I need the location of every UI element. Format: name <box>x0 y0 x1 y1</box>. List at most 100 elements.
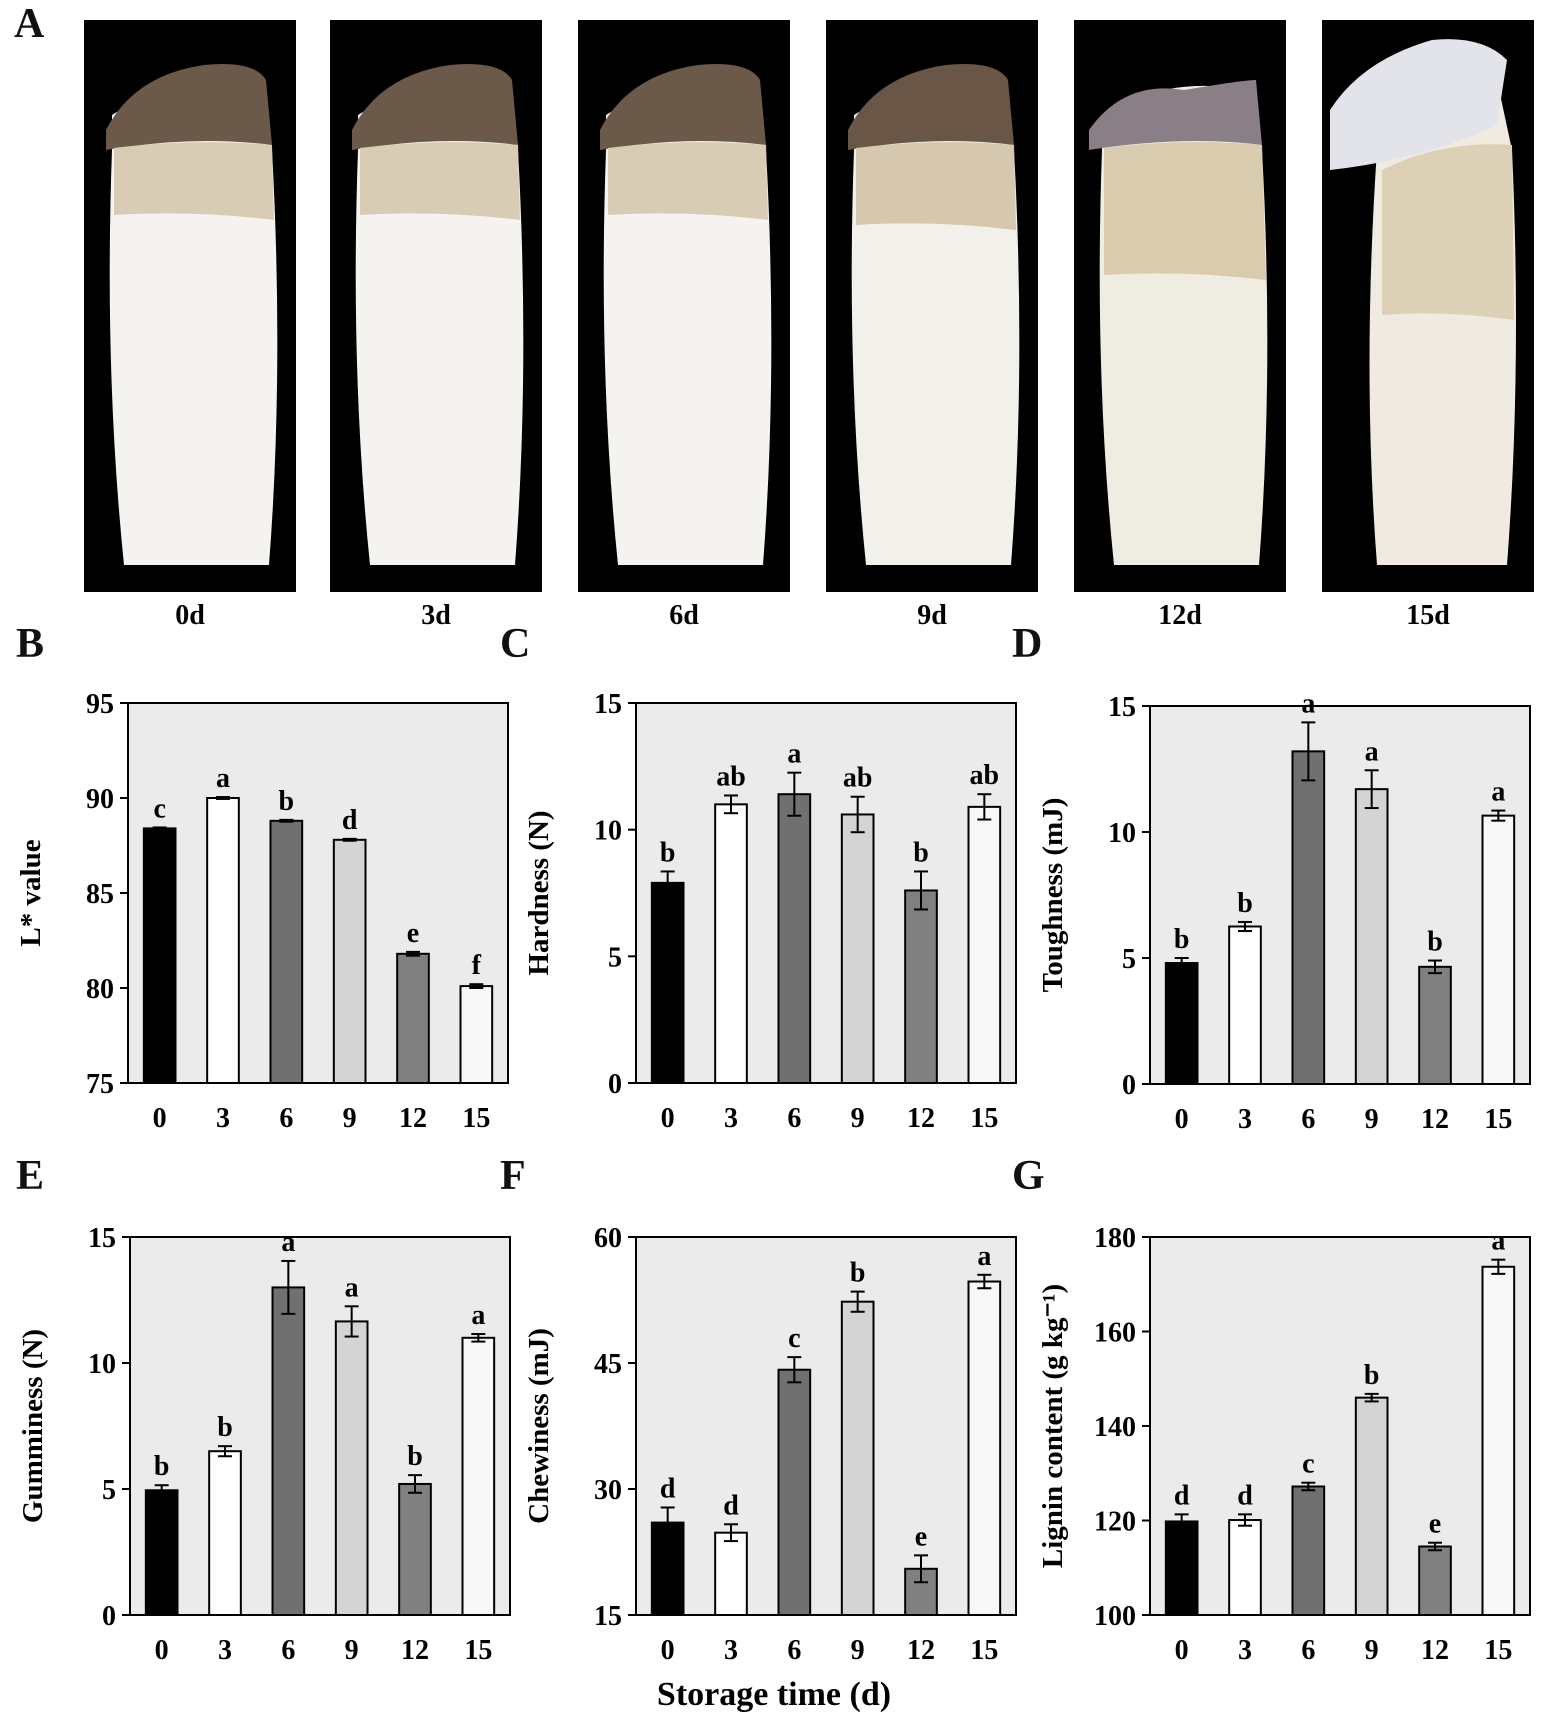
bar <box>714 1531 748 1617</box>
plot-area-g <box>1149 1236 1531 1616</box>
panel-letter-g: G <box>1012 1153 1045 1199</box>
photo-label-0d: 0d <box>175 600 205 631</box>
significance-letter: b <box>1237 888 1253 919</box>
bar <box>1354 1396 1389 1617</box>
x-tick-label: 12 <box>907 1103 935 1134</box>
bar <box>904 889 938 1085</box>
x-tick-label: 3 <box>216 1103 230 1134</box>
bar <box>208 1450 242 1616</box>
significance-letter: d <box>1174 1480 1190 1511</box>
bar <box>967 805 1002 1084</box>
significance-letter: e <box>407 918 419 949</box>
x-tick-label: 3 <box>724 1103 738 1134</box>
x-tick-label: 6 <box>787 1635 801 1666</box>
x-tick-label: 12 <box>399 1103 427 1134</box>
plot-area-c <box>635 702 1017 1084</box>
significance-letter: c <box>153 793 165 824</box>
significance-letter: d <box>660 1473 676 1504</box>
y-tick-label: 160 <box>1094 1318 1136 1349</box>
bar <box>777 793 812 1084</box>
x-tick-label: 0 <box>153 1103 167 1134</box>
significance-letter: a <box>216 763 230 794</box>
significance-letter: e <box>915 1521 927 1552</box>
y-tick-label: 75 <box>86 1069 114 1100</box>
bar <box>1418 965 1452 1086</box>
y-tick-label: 15 <box>594 1601 622 1632</box>
significance-letter: a <box>1491 1226 1505 1257</box>
y-tick-label: 95 <box>86 689 114 720</box>
x-tick-label: 9 <box>345 1635 359 1666</box>
x-tick-label: 0 <box>661 1103 675 1134</box>
x-tick-label: 0 <box>1175 1104 1189 1135</box>
x-tick-label: 6 <box>1301 1104 1315 1135</box>
significance-letter: b <box>407 1441 423 1472</box>
y-axis-label-g: Lignin content (g kg⁻¹) <box>1037 1284 1069 1568</box>
x-tick-label: 15 <box>464 1635 492 1666</box>
bar <box>650 881 685 1084</box>
panel-letter-c: C <box>500 621 531 667</box>
bar <box>334 1320 369 1617</box>
significance-letter: a <box>471 1300 485 1331</box>
mushroom-photo-0d <box>84 20 296 592</box>
mushroom-image <box>352 64 524 565</box>
x-tick-label: 3 <box>1238 1104 1252 1135</box>
y-axis-label-c: Hardness (N) <box>523 810 555 975</box>
bar <box>840 813 875 1084</box>
x-tick-label: 0 <box>155 1635 169 1666</box>
x-tick-label: 12 <box>907 1635 935 1666</box>
photo-label-3d: 3d <box>421 600 451 631</box>
x-tick-label: 3 <box>724 1635 738 1666</box>
significance-letter: a <box>1301 688 1315 719</box>
x-tick-label: 6 <box>787 1103 801 1134</box>
mushroom-photo-9d <box>826 20 1038 592</box>
bar <box>714 803 748 1084</box>
x-tick-label: 0 <box>1175 1635 1189 1666</box>
significance-letter: b <box>154 1451 170 1482</box>
significance-letter: c <box>788 1323 800 1354</box>
plot-area-e <box>129 1236 511 1616</box>
panel-letter-b: B <box>16 621 45 667</box>
x-tick-label: 6 <box>281 1635 295 1666</box>
bar <box>777 1368 812 1616</box>
y-tick-label: 100 <box>1094 1601 1136 1632</box>
significance-letter: ab <box>970 760 1000 791</box>
panel-letter-d: D <box>1012 621 1043 667</box>
bar <box>144 1489 179 1617</box>
x-tick-label: 6 <box>279 1103 293 1134</box>
panel-letter-f: F <box>500 1153 526 1199</box>
y-tick-label: 15 <box>594 689 622 720</box>
bar <box>1418 1545 1452 1617</box>
significance-letter: d <box>723 1490 739 1521</box>
mushroom-photo-6d <box>578 20 790 592</box>
y-tick-label: 80 <box>86 974 114 1005</box>
bar <box>1228 1519 1262 1616</box>
y-tick-label: 0 <box>102 1601 116 1632</box>
y-tick-label: 45 <box>594 1349 622 1380</box>
panel-letter-a: A <box>14 1 45 47</box>
panel-letter-e: E <box>16 1153 45 1199</box>
bar <box>1164 1520 1199 1616</box>
bar <box>332 838 367 1084</box>
significance-letter: a <box>1365 736 1379 767</box>
y-tick-label: 10 <box>594 816 622 847</box>
x-tick-label: 6 <box>1301 1635 1315 1666</box>
significance-letter: ab <box>843 763 873 794</box>
x-tick-label: 15 <box>462 1103 490 1134</box>
photo-label-6d: 6d <box>669 600 699 631</box>
y-tick-label: 120 <box>1094 1507 1136 1538</box>
x-tick-label: 12 <box>1421 1104 1449 1135</box>
significance-letter: a <box>1491 777 1505 808</box>
significance-letter: c <box>1302 1449 1314 1480</box>
x-tick-label: 0 <box>661 1635 675 1666</box>
x-tick-label: 15 <box>970 1103 998 1134</box>
mushroom-image <box>600 64 772 565</box>
significance-letter: b <box>1364 1360 1380 1391</box>
bar <box>271 1286 306 1617</box>
y-tick-label: 30 <box>594 1475 622 1506</box>
y-tick-label: 0 <box>608 1069 622 1100</box>
x-tick-label: 12 <box>401 1635 429 1666</box>
x-tick-label: 9 <box>851 1103 865 1134</box>
significance-letter: b <box>279 786 295 817</box>
y-axis-label-d: Toughness (mJ) <box>1037 798 1069 993</box>
